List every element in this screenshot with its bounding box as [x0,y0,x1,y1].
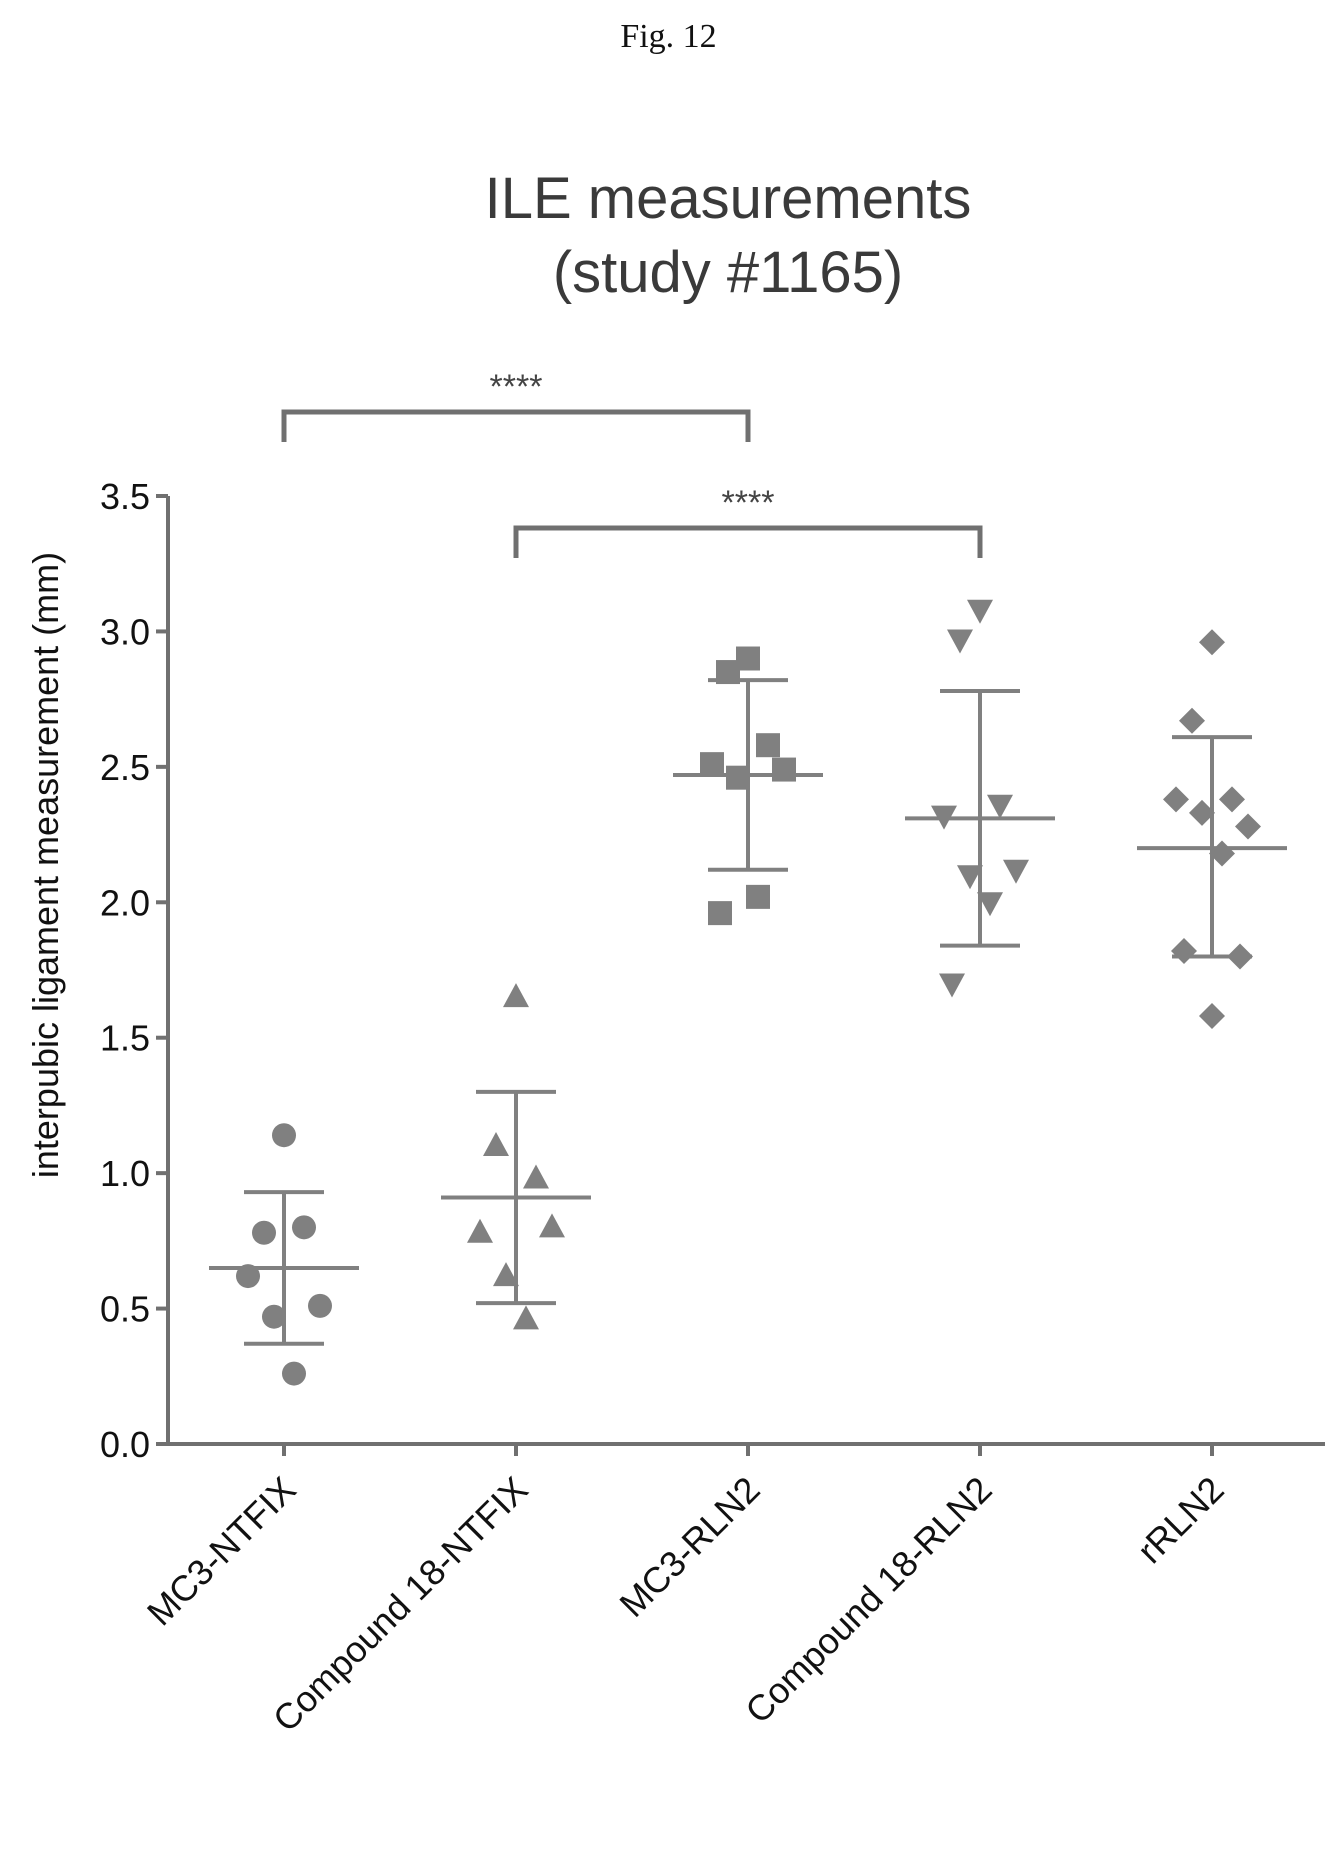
chart-title: ILE measurements [485,166,972,231]
x-tick-label: MC3-RLN2 [611,1469,767,1625]
data-point [513,1305,539,1330]
y-tick-label: 3.5 [100,476,150,517]
data-point [467,1218,493,1243]
data-point [977,892,1003,917]
y-tick-label: 1.0 [100,1153,150,1194]
significance-bracket [513,525,983,558]
x-tick-label: Compound 18-NTFIX [265,1469,536,1740]
chart-subtitle: (study #1165) [553,240,903,305]
data-point [282,1361,306,1386]
data-point [700,752,724,777]
data-point [746,884,770,909]
figure-label: Fig. 12 [620,18,717,55]
data-point [483,1132,509,1157]
data-point [1199,1003,1225,1030]
data-point [947,629,973,654]
data-point [539,1213,565,1238]
data-point [1003,859,1029,884]
y-tick-label: 3.0 [100,611,150,652]
y-tick-label: 0.5 [100,1289,150,1330]
data-point [1219,786,1245,813]
data-point [939,973,965,998]
data-point [262,1304,286,1329]
data-point [1163,786,1189,813]
significance-bracket [281,409,751,442]
data-point [726,765,750,790]
data-point [716,660,740,685]
y-tick-label: 1.5 [100,1018,150,1059]
data-point [503,983,529,1008]
data-point [1179,707,1205,734]
data-point [1199,629,1225,656]
x-tick-label: Compound 18-RLN2 [737,1469,999,1731]
data-point [252,1220,276,1245]
data-point [756,733,780,758]
data-point [967,599,993,624]
significance-label: **** [722,484,775,522]
data-point [523,1164,549,1189]
y-axis-label: interpubic ligament measurement (mm) [25,552,66,1178]
data-point [292,1215,316,1240]
significance-label: **** [490,368,543,406]
data-point [236,1264,260,1289]
x-tick-label: MC3-NTFIX [139,1469,304,1634]
data-point [708,901,732,926]
data-point [772,757,796,782]
y-tick-label: 2.5 [100,747,150,788]
data-point [1189,799,1215,826]
data-point [493,1262,519,1287]
data-point [272,1123,296,1148]
plot-area: 0.00.51.01.52.02.53.03.5MC3-NTFIXCompoun… [100,368,1325,1740]
x-tick-label: rRLN2 [1129,1469,1232,1572]
data-point [1209,840,1235,867]
y-tick-label: 0.0 [100,1424,150,1465]
data-point [1227,943,1253,970]
data-point [308,1293,332,1318]
y-tick-label: 2.0 [100,882,150,923]
data-point [1235,813,1261,840]
data-point [931,805,957,830]
data-point [987,794,1013,819]
data-point [957,865,983,890]
data-point [1171,938,1197,965]
